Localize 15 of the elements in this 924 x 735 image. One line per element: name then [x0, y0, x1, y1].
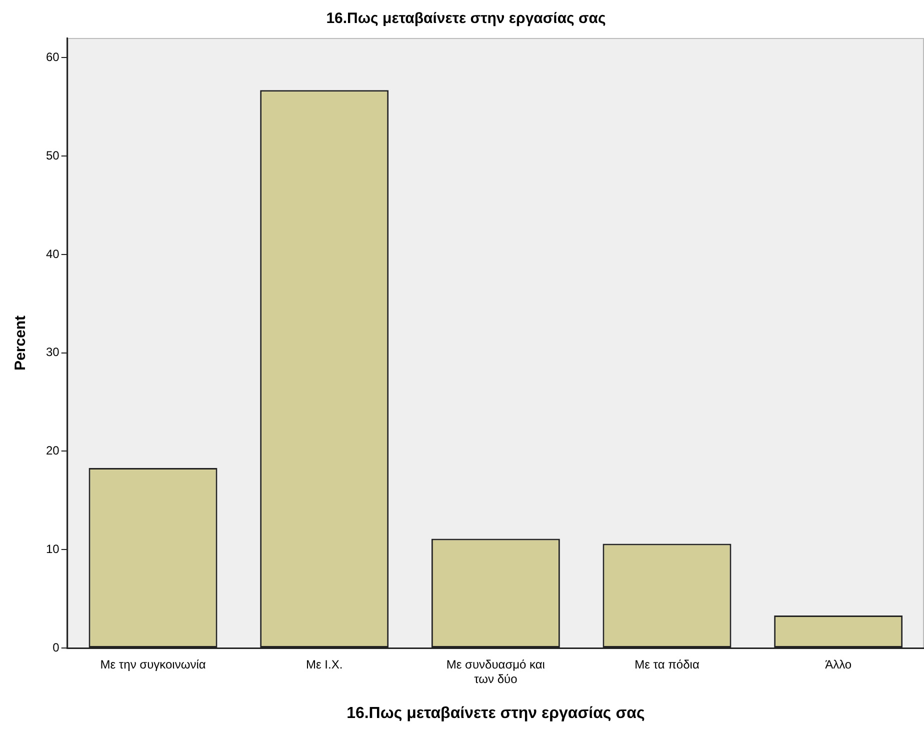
- y-axis-title: Percent: [12, 315, 30, 371]
- y-tick-label: 0: [52, 640, 60, 654]
- y-tick-label: 60: [46, 50, 60, 64]
- x-tick-label: Με την συγκοινωνία: [100, 658, 206, 672]
- x-tick-label: Με συνδυασμό και των δύο: [446, 658, 546, 686]
- x-tick-label: Με Ι.Χ.: [306, 658, 343, 672]
- y-tick-label: 20: [46, 444, 60, 458]
- chart-title: 16.Πως μεταβαίνετε στην εργασίας σας: [326, 10, 606, 28]
- y-tick-label: 30: [46, 345, 60, 360]
- x-tick-label: Με τα πόδια: [634, 658, 700, 672]
- y-tick-label: 40: [46, 246, 60, 261]
- y-tick-label: 10: [46, 542, 60, 556]
- x-tick-label: Άλλο: [825, 658, 852, 672]
- y-tick-label: 50: [46, 148, 60, 162]
- x-axis-title: 16.Πως μεταβαίνετε στην εργασίας σας: [346, 704, 645, 722]
